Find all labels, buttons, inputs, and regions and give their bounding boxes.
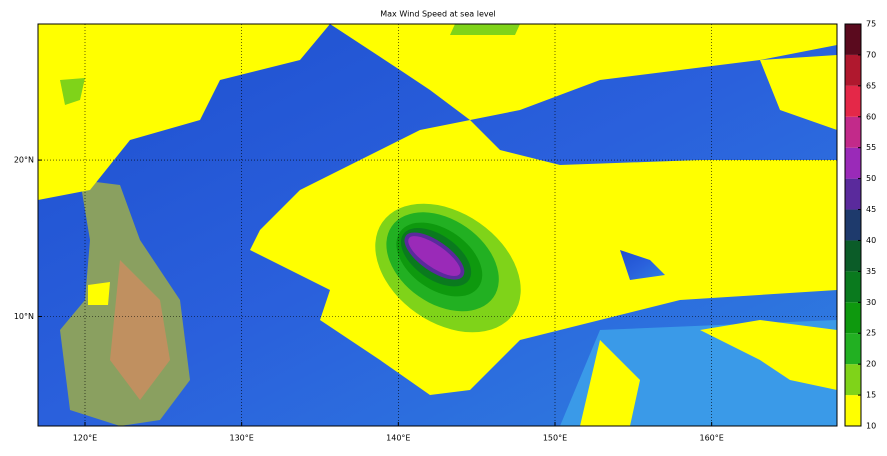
colorbar-bin — [845, 302, 861, 334]
axes: 120°E 130°E 140°E 150°E 160°E 10°N 20°N — [14, 24, 837, 443]
colorbar-bin — [845, 147, 861, 179]
x-tick-label: 130°E — [230, 434, 254, 443]
colorbar-frame — [844, 23, 862, 427]
colorbar-tick-label: 50 — [866, 174, 876, 183]
colorbar-bin — [845, 271, 861, 303]
colorbar-bin — [845, 364, 861, 396]
colorbar-bin — [845, 395, 861, 426]
colorbar-bin — [845, 209, 861, 241]
x-tick-label: 120°E — [73, 434, 97, 443]
x-tick-label: 160°E — [700, 434, 724, 443]
colorbar-tick-label: 55 — [866, 143, 876, 152]
colorbar-tick-label: 15 — [866, 391, 876, 400]
chart-title: Max Wind Speed at sea level — [380, 10, 496, 19]
colorbar-bin — [845, 85, 861, 117]
colorbar-tick-label: 65 — [866, 81, 876, 90]
colorbar-bin — [845, 24, 861, 55]
colorbar-tick-label: 75 — [866, 20, 876, 29]
colorbar-tick-label: 20 — [866, 360, 876, 369]
colorbar-tick-label: 60 — [866, 112, 876, 121]
colorbar-tick-label: 10 — [866, 422, 876, 431]
colorbar-tick-label: 35 — [866, 267, 876, 276]
y-tick-label: 20°N — [14, 156, 34, 165]
colorbar-tick-label: 45 — [866, 205, 876, 214]
map-background — [38, 24, 837, 426]
colorbar-bin — [845, 54, 861, 86]
colorbar-bin — [845, 116, 861, 148]
x-tick-label: 150°E — [543, 434, 567, 443]
y-tick-label: 10°N — [14, 312, 34, 321]
colorbar-tick-label: 40 — [866, 236, 876, 245]
colorbar-tick-label: 30 — [866, 298, 876, 307]
colorbar-tick-label: 70 — [866, 50, 876, 59]
colorbar-bin — [845, 333, 861, 365]
colorbar-tick-label: 25 — [866, 329, 876, 338]
colorbar-bin — [845, 240, 861, 272]
x-tick-label: 140°E — [386, 434, 410, 443]
plot-frame — [37, 23, 838, 427]
colorbar: 10 15 20 25 30 35 40 45 50 55 60 65 70 75 — [844, 20, 876, 431]
colorbar-bin — [845, 178, 861, 210]
